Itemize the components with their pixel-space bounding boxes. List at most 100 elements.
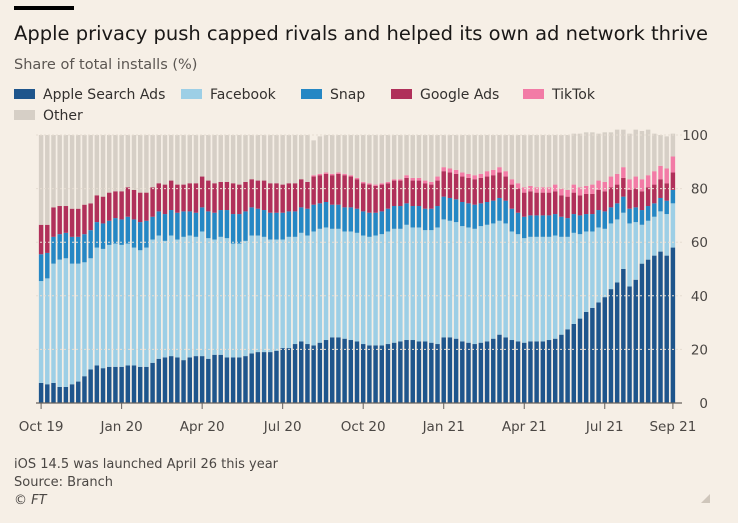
bar-segment bbox=[243, 240, 248, 357]
bar-segment bbox=[94, 222, 100, 248]
bar-segment bbox=[100, 248, 106, 369]
bar-segment bbox=[107, 366, 112, 403]
bar-segment bbox=[38, 382, 44, 403]
bar-segment bbox=[199, 176, 205, 208]
bar-segment bbox=[410, 206, 415, 228]
bar-segment bbox=[342, 231, 347, 339]
bar-segment bbox=[144, 135, 149, 193]
x-tick-label: Oct 20 bbox=[341, 419, 386, 435]
bar-segment bbox=[422, 208, 428, 231]
bar-segment bbox=[453, 199, 459, 223]
bar-segment bbox=[292, 236, 298, 345]
bar-segment bbox=[329, 228, 335, 338]
bar-segment bbox=[367, 135, 372, 184]
bar-segment bbox=[509, 340, 515, 403]
bar-segment bbox=[515, 188, 521, 213]
legend-item-facebook: Facebook bbox=[181, 86, 276, 104]
bar-segment bbox=[379, 184, 385, 212]
bar-segment bbox=[429, 135, 434, 182]
bar-segment bbox=[441, 337, 446, 403]
bar-segment bbox=[540, 187, 546, 193]
bar-segment bbox=[670, 133, 676, 157]
bar-segment bbox=[57, 386, 62, 403]
bar-segment bbox=[391, 180, 397, 207]
bar-segment bbox=[534, 341, 539, 403]
bar-segment bbox=[187, 183, 192, 212]
bar-segment bbox=[429, 181, 434, 185]
bar-segment bbox=[546, 340, 552, 403]
bar-segment bbox=[342, 207, 347, 232]
bar-segment bbox=[199, 207, 205, 232]
bar-segment bbox=[522, 135, 527, 188]
bar-segment bbox=[559, 216, 564, 237]
bar-segment bbox=[577, 318, 583, 403]
bar-segment bbox=[230, 183, 236, 215]
bar-segment bbox=[614, 282, 620, 403]
bar-segment bbox=[404, 224, 409, 341]
bar-segment bbox=[472, 228, 477, 345]
bar-segment bbox=[317, 228, 323, 343]
bar-segment bbox=[336, 228, 341, 338]
bar-segment bbox=[435, 206, 440, 228]
bar-segment bbox=[602, 297, 607, 403]
bar-segment bbox=[131, 135, 137, 190]
bar-segment bbox=[447, 220, 453, 338]
y-tick-label: 80 bbox=[691, 182, 708, 198]
bar-segment bbox=[38, 254, 44, 282]
bar-segment bbox=[311, 140, 316, 176]
bar-segment bbox=[391, 179, 397, 181]
bar-segment bbox=[552, 235, 558, 339]
bar-segment bbox=[354, 135, 360, 178]
legend-swatch bbox=[301, 89, 322, 99]
bar-segment bbox=[286, 211, 292, 237]
bar-segment bbox=[329, 204, 335, 229]
bar-segment bbox=[614, 184, 620, 204]
bar-segment bbox=[82, 204, 87, 235]
bar-segment bbox=[559, 236, 564, 335]
legend-swatch bbox=[14, 89, 35, 99]
bar-segment bbox=[193, 135, 199, 184]
bar-segment bbox=[88, 135, 93, 204]
bar-segment bbox=[280, 184, 285, 213]
bar-segment bbox=[360, 135, 366, 182]
bar-segment bbox=[627, 189, 632, 209]
bar-segment bbox=[509, 231, 515, 341]
bar-segment bbox=[559, 334, 564, 403]
bar-segment bbox=[435, 180, 440, 207]
bar-segment bbox=[639, 191, 645, 211]
bar-segment bbox=[156, 211, 162, 236]
bar-segment bbox=[218, 210, 223, 237]
bar-segment bbox=[336, 204, 341, 229]
bar-segment bbox=[447, 337, 453, 403]
bar-segment bbox=[484, 135, 490, 172]
bar-segment bbox=[150, 239, 155, 363]
bar-segment bbox=[156, 235, 162, 359]
bar-segment bbox=[621, 167, 626, 178]
bar-segment bbox=[602, 132, 607, 182]
bar-segment bbox=[360, 344, 366, 403]
bar-segment bbox=[317, 342, 323, 403]
bar-segment bbox=[497, 334, 502, 403]
bar-segment bbox=[391, 135, 397, 180]
bar-segment bbox=[509, 179, 515, 185]
bar-segment bbox=[453, 338, 459, 403]
bar-segment bbox=[652, 171, 657, 185]
bar-segment bbox=[571, 133, 577, 185]
bar-segment bbox=[670, 172, 676, 190]
bar-segment bbox=[175, 357, 180, 403]
bar-segment bbox=[268, 212, 273, 240]
bar-segment bbox=[212, 354, 217, 403]
bar-segment bbox=[38, 224, 44, 255]
bar-segment bbox=[385, 183, 391, 209]
bar-segment bbox=[522, 238, 527, 343]
bar-segment bbox=[181, 184, 186, 212]
bar-segment bbox=[82, 376, 87, 403]
bar-segment bbox=[131, 365, 137, 403]
bar-segment bbox=[255, 180, 261, 209]
bar-segment bbox=[590, 132, 595, 185]
bar-segment bbox=[274, 183, 279, 213]
bar-segment bbox=[571, 214, 577, 233]
bar-segment bbox=[323, 135, 329, 173]
bar-segment bbox=[503, 171, 508, 177]
bar-segment bbox=[156, 135, 162, 184]
